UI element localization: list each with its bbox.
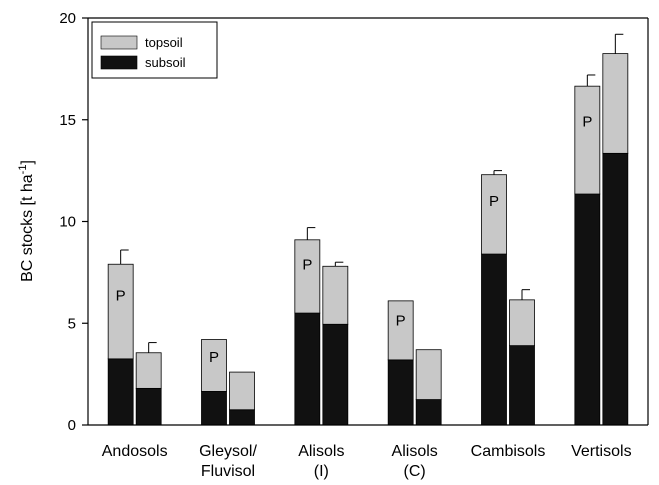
bar-topsoil xyxy=(135,352,162,389)
bar-subsoil xyxy=(481,253,507,426)
axes-layer xyxy=(87,17,649,426)
y-tick-label: 20 xyxy=(59,10,76,27)
bar-topsoil xyxy=(415,349,442,400)
y-axis-label-main: BC stocks [t ha xyxy=(19,174,36,282)
bars-layer: P P P P P P xyxy=(107,33,629,426)
bar-topsoil xyxy=(481,174,507,255)
bar-topsoil xyxy=(201,339,227,392)
bar-topsoil xyxy=(387,300,414,361)
legend-swatch-subsoil xyxy=(100,55,138,70)
y-tick-label: 10 xyxy=(59,214,76,231)
bar-subsoil xyxy=(201,391,227,426)
x-tick-label: Cambisols xyxy=(471,443,546,460)
bar-subsoil xyxy=(294,312,321,426)
y-axis-label-superscript: -1 xyxy=(17,165,29,175)
bar-subsoil xyxy=(107,358,134,426)
y-tick-label: 5 xyxy=(68,315,76,332)
bar-subsoil xyxy=(387,359,414,426)
x-tick-label: (I) xyxy=(314,463,329,480)
bar-subsoil xyxy=(135,387,162,426)
bar-topsoil xyxy=(229,371,255,411)
bar-annotation: P xyxy=(489,193,499,210)
x-tick-label: (C) xyxy=(404,463,426,480)
x-tick-label: Fluvisol xyxy=(201,463,255,480)
bar-subsoil xyxy=(574,193,601,426)
x-tick-label: Alisols xyxy=(392,443,438,460)
y-ticks: 0 5 10 15 20 xyxy=(59,10,88,434)
x-tick-label: Andosols xyxy=(102,443,168,460)
bar-subsoil xyxy=(602,152,629,426)
x-tick-label: Vertisols xyxy=(571,443,631,460)
bar-topsoil xyxy=(574,85,601,195)
x-tick-label: Gleysol/ xyxy=(199,443,257,460)
bar-topsoil xyxy=(509,299,535,347)
y-tick-label: 0 xyxy=(68,417,76,434)
y-axis-label-end: ] xyxy=(19,160,36,164)
legend-label-subsoil: subsoil xyxy=(145,55,186,70)
bar-annotation: P xyxy=(582,114,592,131)
legend-swatch-topsoil xyxy=(100,35,138,50)
y-tick-label: 15 xyxy=(59,112,76,129)
bar-annotation: P xyxy=(116,288,126,305)
bar-topsoil xyxy=(294,239,321,314)
x-tick-label: Alisols xyxy=(298,443,344,460)
bar-annotation: P xyxy=(396,313,406,330)
bar-subsoil xyxy=(229,409,255,426)
bar-subsoil xyxy=(509,345,535,426)
bar-subsoil xyxy=(415,399,442,426)
bar-subsoil xyxy=(322,323,349,426)
bar-topsoil xyxy=(322,265,349,325)
y-axis-label: BC stocks [t ha-1] xyxy=(17,160,36,282)
legend: topsoil subsoil xyxy=(91,21,218,79)
x-tick-labels: Andosols Gleysol/Fluvisol Alisols (I) Alisol… xyxy=(102,443,632,480)
legend-label-topsoil: topsoil xyxy=(145,35,183,50)
bar-topsoil xyxy=(602,53,629,154)
bar-annotation: P xyxy=(209,349,219,366)
bar-annotation: P xyxy=(302,256,312,273)
bar-topsoil xyxy=(107,263,134,360)
